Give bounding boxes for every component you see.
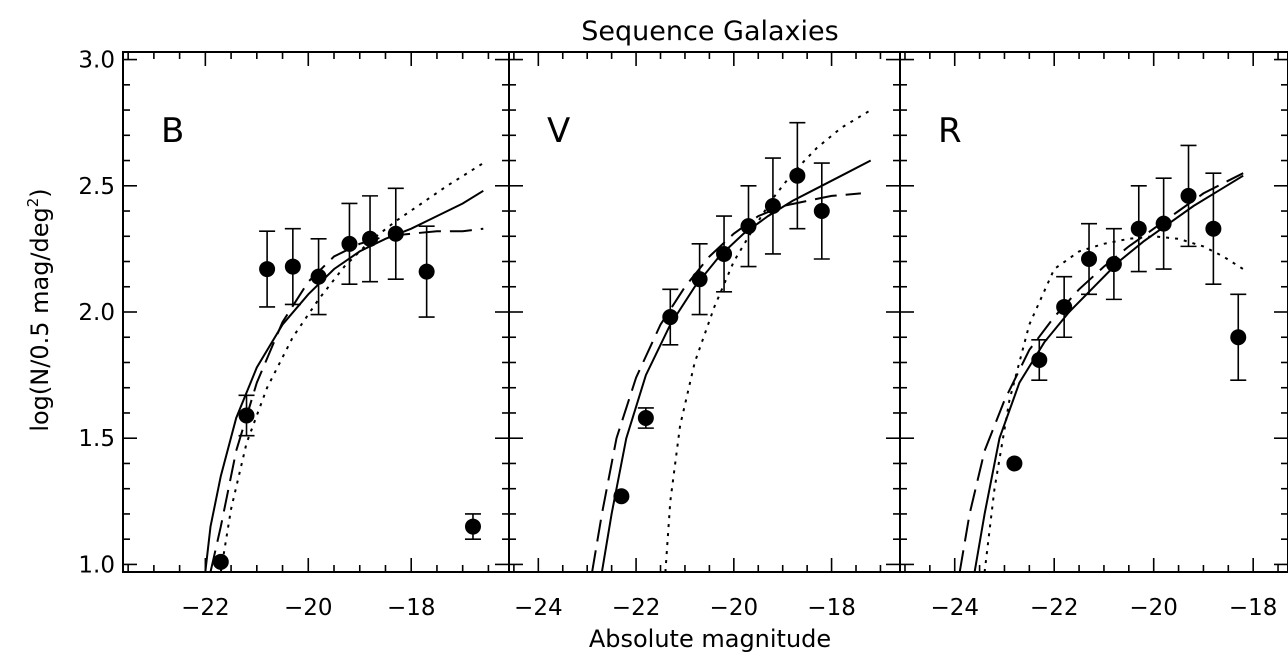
panels-group: −22 −20 −18 1.0 1.5 2.0 2.5 3.0 B −24 −22 −20 −18 V −2… (78, 48, 1288, 621)
panel-v-data-point (637, 410, 654, 427)
panel-b-data-point (310, 268, 327, 285)
panel-r-band-label: R (938, 111, 962, 151)
panel-r-xtick-label: −24 (930, 595, 979, 621)
panel-v-xtick-label: −18 (807, 595, 856, 621)
panel-v-curve-dashed (591, 192, 861, 572)
panel-r-data-point (1130, 220, 1147, 237)
panel-v-data-point (662, 309, 679, 326)
panel-b-xtick-label: −18 (387, 595, 436, 621)
panel-r-data-point (1230, 329, 1247, 346)
y-axis-label-main: log(N/0.5 mag/deg (26, 207, 54, 431)
panel-v-data-point (691, 271, 708, 288)
panel-v-data-point (716, 245, 733, 262)
panel-r-data-point (1081, 250, 1098, 267)
panel-v-data-point (764, 197, 781, 214)
y-tick-label: 2.0 (78, 300, 115, 326)
panel-r-data-point (1105, 256, 1122, 273)
panel-r-data-point (1180, 187, 1197, 204)
panel-b-data-point (341, 235, 358, 252)
panel-r-curve-dashed (958, 172, 1244, 572)
panel-r-xtick-label: −18 (1229, 595, 1278, 621)
panel-b-data-point (284, 258, 301, 275)
panel-r-data-point (1155, 215, 1172, 232)
panel-v-band-label: V (547, 111, 570, 151)
y-axis-label: log(N/0.5 mag/deg2) (24, 188, 54, 431)
panel-r-curve-dotted (983, 235, 1244, 572)
y-tick-label: 3.0 (78, 48, 115, 74)
panel-b-curve-dotted (219, 162, 484, 572)
panel-b-data-point (212, 553, 229, 570)
panel-b-xtick-label: −20 (284, 595, 333, 621)
panel-v-data-point (613, 488, 630, 505)
panel-r-curve-solid (973, 174, 1244, 572)
panel-b-xtick-label: −22 (181, 595, 230, 621)
panel-b-data-point (238, 407, 255, 424)
y-axis-label-tail: ) (26, 188, 54, 197)
x-axis-label: Absolute magnitude (589, 625, 831, 653)
panel-v-curve-dotted (664, 109, 872, 572)
panel-v-curve-solid (600, 159, 872, 572)
y-tick-label: 2.5 (78, 174, 115, 200)
y-axis-label-sup: 2 (24, 198, 42, 208)
panel-v-xtick-label: −22 (612, 595, 661, 621)
y-tick-label: 1.5 (78, 426, 115, 452)
panel-b-data-point (418, 263, 435, 280)
panel-v-data-point (740, 218, 757, 235)
panel-b-data-point (259, 261, 276, 278)
panel-r-xtick-label: −22 (1030, 595, 1079, 621)
panel-r-data-point (1006, 455, 1023, 472)
panel-r-data-point (1056, 298, 1073, 315)
panel-r-xtick-label: −20 (1129, 595, 1178, 621)
y-tick-label: 1.0 (78, 552, 115, 578)
panel-v-xtick-label: −24 (514, 595, 563, 621)
chart-title: Sequence Galaxies (581, 16, 838, 47)
panel-b-band-label: B (161, 111, 184, 151)
panel-v-data-point (789, 167, 806, 184)
panel-r-data-point (1205, 220, 1222, 237)
panel-b-curve-dashed (209, 227, 484, 572)
panel-b-data-point (464, 518, 481, 535)
panel-b-data-point (362, 230, 379, 247)
panel-r-data-point (1031, 351, 1048, 368)
panel-v-data-point (813, 203, 830, 220)
panel-v-xtick-label: −20 (710, 595, 759, 621)
panel-b-data-point (387, 225, 404, 242)
